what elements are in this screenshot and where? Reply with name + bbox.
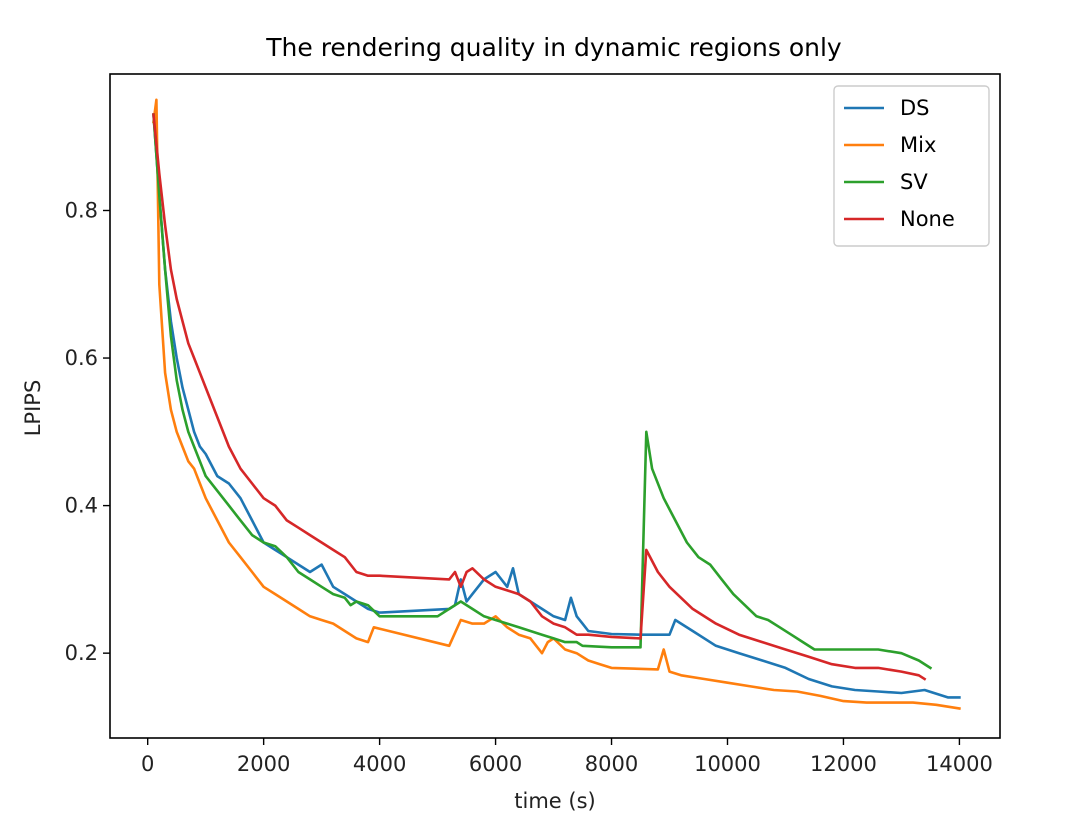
legend-label-ds: DS: [900, 96, 930, 120]
y-axis-label: LPIPS: [21, 380, 45, 437]
legend-label-sv: SV: [900, 170, 928, 194]
x-tick-label: 14000: [926, 752, 993, 776]
legend-label-mix: Mix: [900, 133, 936, 157]
plot-frame: [109, 73, 1001, 739]
legend-box: [833, 85, 990, 247]
x-tick-label: 12000: [810, 752, 877, 776]
series-line-sv: [152, 113, 933, 670]
y-tick-label: 0.6: [65, 346, 98, 370]
x-tick-label: 6000: [469, 752, 522, 776]
x-tick-label: 8000: [585, 752, 638, 776]
x-axis-label: time (s): [514, 789, 595, 813]
x-tick-label: 4000: [353, 752, 406, 776]
axes: 0 2000 4000 6000 8000 10000 12000 14000 0.2 0.4 0.…: [65, 198, 993, 776]
y-tick-label: 0.8: [65, 198, 98, 222]
x-tick-label: 0: [141, 752, 154, 776]
x-tick-label: 2000: [237, 752, 290, 776]
series-line-none: [152, 113, 927, 681]
legend: DS Mix SV None: [833, 85, 990, 247]
series-line-mix: [152, 98, 961, 710]
plot-area: [152, 98, 961, 710]
legend-label-none: None: [900, 207, 955, 231]
y-tick-label: 0.4: [65, 494, 98, 518]
x-tick-label: 10000: [694, 752, 761, 776]
y-tick-label: 0.2: [65, 641, 98, 665]
chart-title: The rendering quality in dynamic regions…: [265, 33, 842, 62]
